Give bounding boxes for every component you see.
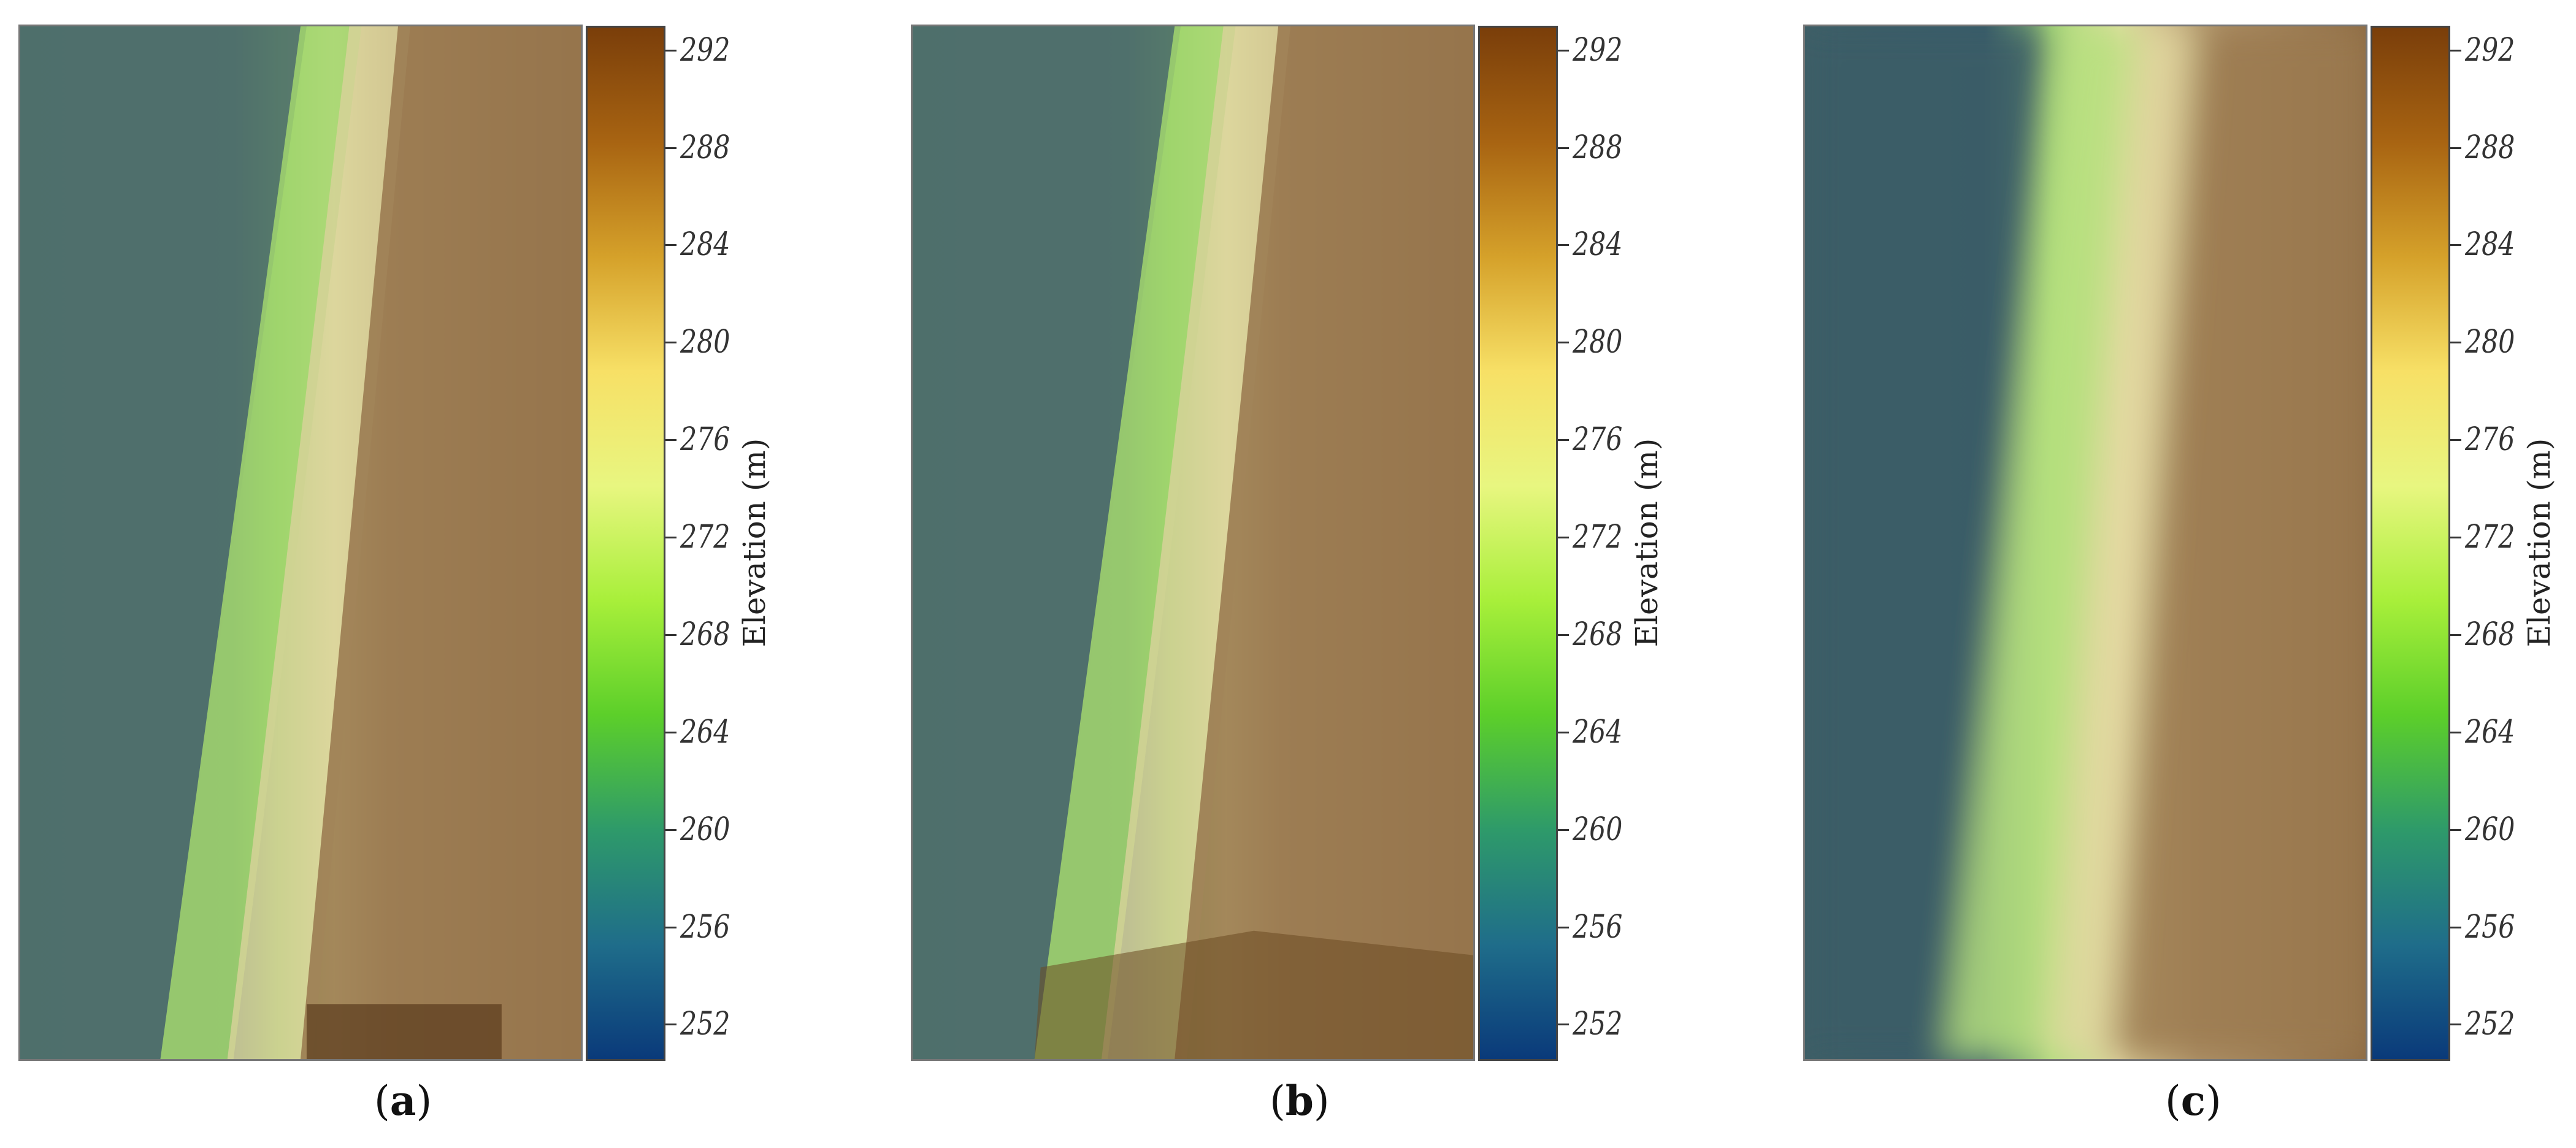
tick-mark [665,49,677,52]
tick-label: 256 [1573,908,1623,946]
panel-c: 292 288 284 280 276 272 268 264 260 256 252 Elevat… [1803,25,2576,1067]
colorbar-ticks-a: 292 288 284 280 276 272 268 264 260 256 252 [665,26,733,1061]
tick-mark [665,439,677,442]
panel-a: 292 288 284 280 276 272 268 264 260 256 252 Elevat… [18,25,791,1067]
tick-label: 280 [680,324,730,361]
tick-mark [665,244,677,247]
tick-mark [2450,147,2461,149]
elevation-map-c [1803,25,2367,1061]
tick-mark [665,147,677,149]
tick-label: 292 [680,31,730,69]
tick-mark [665,926,677,928]
colorbar-c [2371,26,2450,1061]
tick-label: 264 [680,713,730,751]
tick-label: 268 [2465,616,2515,653]
tick-label: 252 [680,1006,730,1043]
tick-label: 268 [680,616,730,653]
tick-label: 276 [680,421,730,459]
tick-label: 276 [1573,421,1623,459]
tick-label: 272 [1573,519,1623,556]
caption-c: (c) [2165,1077,2221,1125]
panel-b: 292 288 284 280 276 272 268 264 260 256 252 Elevat… [911,25,1684,1067]
tick-label: 272 [680,519,730,556]
tick-mark [2450,633,2461,636]
tick-mark [665,633,677,636]
colorbar-b [1478,26,1558,1061]
tick-label: 268 [1573,616,1623,653]
tick-label: 264 [1573,713,1623,751]
tick-mark [2450,1024,2461,1026]
tick-label: 252 [1573,1006,1623,1043]
elevation-map-a [18,25,583,1061]
tick-label: 264 [2465,713,2515,751]
tick-mark [665,537,677,539]
tick-label: 252 [2465,1006,2515,1043]
hillshade-map-c [1805,26,2366,1059]
tick-mark [1558,828,1569,831]
hillshade-map-b [913,26,1473,1059]
tick-mark [665,342,677,344]
tick-mark [1558,439,1569,442]
tick-label: 280 [1573,324,1623,361]
colorbar-ticks-b: 292 288 284 280 276 272 268 264 260 256 252 [1558,26,1625,1061]
tick-mark [2450,731,2461,733]
tick-mark [665,731,677,733]
hillshade-map-a [20,26,581,1059]
caption-a: (a) [374,1077,432,1125]
tick-label: 288 [680,129,730,166]
tick-mark [1558,1024,1569,1026]
tick-mark [1558,731,1569,733]
tick-label: 284 [680,226,730,264]
tick-mark [1558,537,1569,539]
tick-mark [1558,147,1569,149]
tick-label: 256 [680,908,730,946]
tick-label: 260 [680,811,730,848]
tick-mark [2450,342,2461,344]
tick-mark [2450,49,2461,52]
tick-mark [1558,342,1569,344]
elevation-map-b [911,25,1475,1061]
tick-label: 280 [2465,324,2515,361]
tick-label: 256 [2465,908,2515,946]
tick-label: 292 [1573,31,1623,69]
tick-mark [1558,49,1569,52]
tick-mark [2450,537,2461,539]
tick-mark [2450,439,2461,442]
tick-label: 276 [2465,421,2515,459]
tick-label: 288 [2465,129,2515,166]
tick-mark [2450,926,2461,928]
colorbar-ticks-c: 292 288 284 280 276 272 268 264 260 256 252 [2450,26,2518,1061]
tick-label: 288 [1573,129,1623,166]
tick-mark [665,1024,677,1026]
tick-mark [1558,633,1569,636]
tick-label: 260 [2465,811,2515,848]
tick-mark [1558,244,1569,247]
tick-mark [665,828,677,831]
tick-label: 260 [1573,811,1623,848]
caption-b: (b) [1270,1077,1330,1125]
tick-mark [2450,828,2461,831]
tick-label: 292 [2465,31,2515,69]
tick-label: 284 [1573,226,1623,264]
tick-label: 272 [2465,519,2515,556]
tick-mark [1558,926,1569,928]
colorbar-a [586,26,665,1061]
tick-mark [2450,244,2461,247]
tick-label: 284 [2465,226,2515,264]
